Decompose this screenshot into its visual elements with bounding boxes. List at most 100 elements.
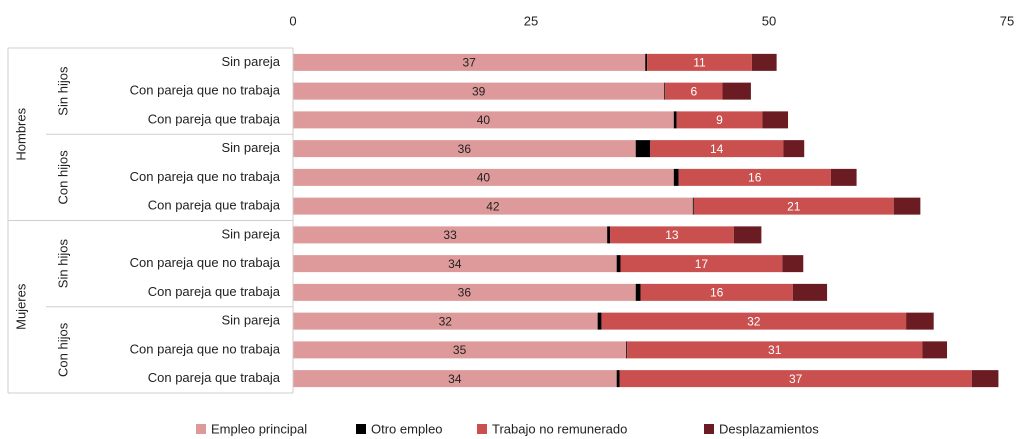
data-label: 40 bbox=[477, 113, 491, 127]
data-label: 40 bbox=[477, 171, 491, 185]
category-label: Sin pareja bbox=[221, 54, 280, 69]
bar-segment bbox=[906, 312, 934, 330]
legend-label: Desplazamientos bbox=[719, 421, 819, 436]
bar-segment bbox=[733, 226, 762, 244]
data-label: 16 bbox=[710, 286, 724, 300]
bar-segment bbox=[782, 255, 804, 273]
category-label: Con pareja que no trabaja bbox=[130, 169, 281, 184]
bar-segment bbox=[645, 53, 648, 71]
legend-label: Trabajo no remunerado bbox=[492, 421, 627, 436]
bar-segment bbox=[293, 255, 617, 273]
bar-segment bbox=[635, 283, 641, 301]
legend-label: Empleo principal bbox=[211, 421, 307, 436]
data-label: 6 bbox=[690, 84, 697, 98]
bar-segment bbox=[607, 226, 611, 244]
category-label: Con pareja que trabaja bbox=[148, 198, 281, 213]
data-label: 39 bbox=[472, 84, 486, 98]
bar-segment bbox=[893, 197, 921, 215]
bar-segment bbox=[635, 140, 650, 158]
data-label: 21 bbox=[787, 199, 801, 213]
category-label: Sin pareja bbox=[221, 140, 280, 155]
bar-segment bbox=[293, 370, 617, 388]
bar-segment bbox=[616, 255, 621, 273]
bar-segment bbox=[665, 82, 723, 100]
data-label: 11 bbox=[693, 56, 706, 70]
data-label: 31 bbox=[768, 343, 782, 357]
category-label: Con pareja que trabaja bbox=[148, 284, 281, 299]
bar-segment bbox=[673, 111, 677, 129]
x-tick-label: 50 bbox=[762, 13, 776, 28]
bar-segment bbox=[922, 341, 948, 359]
bar-segment bbox=[601, 312, 907, 330]
data-label: 9 bbox=[716, 113, 723, 127]
data-label: 36 bbox=[458, 286, 472, 300]
data-label: 32 bbox=[439, 314, 453, 328]
bar-segment bbox=[971, 370, 999, 388]
category-label: Con pareja que trabaja bbox=[148, 370, 281, 385]
category-label: Con pareja que no trabaja bbox=[130, 255, 281, 270]
group-label: Mujeres bbox=[13, 283, 28, 330]
bar-segment bbox=[616, 370, 620, 388]
data-label: 34 bbox=[448, 372, 462, 386]
data-label: 32 bbox=[747, 314, 761, 328]
data-label: 37 bbox=[789, 372, 803, 386]
legend-swatch bbox=[356, 424, 366, 434]
bar-segment bbox=[597, 312, 602, 330]
bar-segment bbox=[676, 111, 763, 129]
bar-segment bbox=[293, 312, 598, 330]
subgroup-label: Con hijos bbox=[55, 322, 70, 377]
bar-segment bbox=[751, 53, 777, 71]
data-label: 37 bbox=[462, 56, 476, 70]
bar-segment bbox=[626, 341, 628, 359]
bar-segment bbox=[293, 226, 608, 244]
bar-segment bbox=[627, 341, 923, 359]
bar-segment bbox=[692, 197, 694, 215]
bar-segment bbox=[620, 255, 783, 273]
bar-segment bbox=[650, 140, 784, 158]
bar-segment bbox=[640, 283, 793, 301]
bar-segment bbox=[678, 168, 831, 186]
data-label: 35 bbox=[453, 343, 467, 357]
data-label: 34 bbox=[448, 257, 462, 271]
x-tick-label: 0 bbox=[289, 13, 296, 28]
bar-segment bbox=[664, 82, 666, 100]
subgroup-label: Con hijos bbox=[55, 150, 70, 205]
bar-segment bbox=[293, 168, 674, 186]
data-label: 33 bbox=[443, 228, 457, 242]
bar-segment bbox=[610, 226, 734, 244]
bar-segment bbox=[722, 82, 751, 100]
legend-swatch bbox=[704, 424, 714, 434]
data-label: 36 bbox=[458, 142, 472, 156]
subgroup-label: Sin hijos bbox=[55, 239, 70, 289]
data-label: 16 bbox=[748, 171, 762, 185]
bar-segment bbox=[830, 168, 857, 186]
x-tick-label: 25 bbox=[524, 13, 538, 28]
category-label: Sin pareja bbox=[221, 226, 280, 241]
bar-segment bbox=[293, 341, 627, 359]
data-label: 14 bbox=[710, 142, 724, 156]
legend-label: Otro empleo bbox=[371, 421, 443, 436]
category-label: Con pareja que trabaja bbox=[148, 111, 281, 126]
bar-segment bbox=[619, 370, 972, 388]
bar-segment bbox=[293, 82, 665, 100]
legend-swatch bbox=[477, 424, 487, 434]
bar-segment bbox=[293, 283, 636, 301]
group-label: Hombres bbox=[13, 107, 28, 160]
bar-segment bbox=[647, 53, 752, 71]
bar-segment bbox=[762, 111, 789, 129]
bar-segment bbox=[293, 53, 646, 71]
x-tick-label: 75 bbox=[1000, 13, 1014, 28]
bar-segment bbox=[293, 197, 693, 215]
data-label: 42 bbox=[486, 199, 500, 213]
data-label: 13 bbox=[665, 228, 679, 242]
legend-swatch bbox=[196, 424, 206, 434]
bar-segment bbox=[783, 140, 805, 158]
bar-segment bbox=[293, 111, 674, 129]
subgroup-label: Sin hijos bbox=[55, 66, 70, 116]
bar-segment bbox=[293, 140, 636, 158]
category-label: Con pareja que no trabaja bbox=[130, 341, 281, 356]
category-label: Con pareja que no trabaja bbox=[130, 83, 281, 98]
bar-segment bbox=[693, 197, 894, 215]
data-label: 17 bbox=[695, 257, 709, 271]
